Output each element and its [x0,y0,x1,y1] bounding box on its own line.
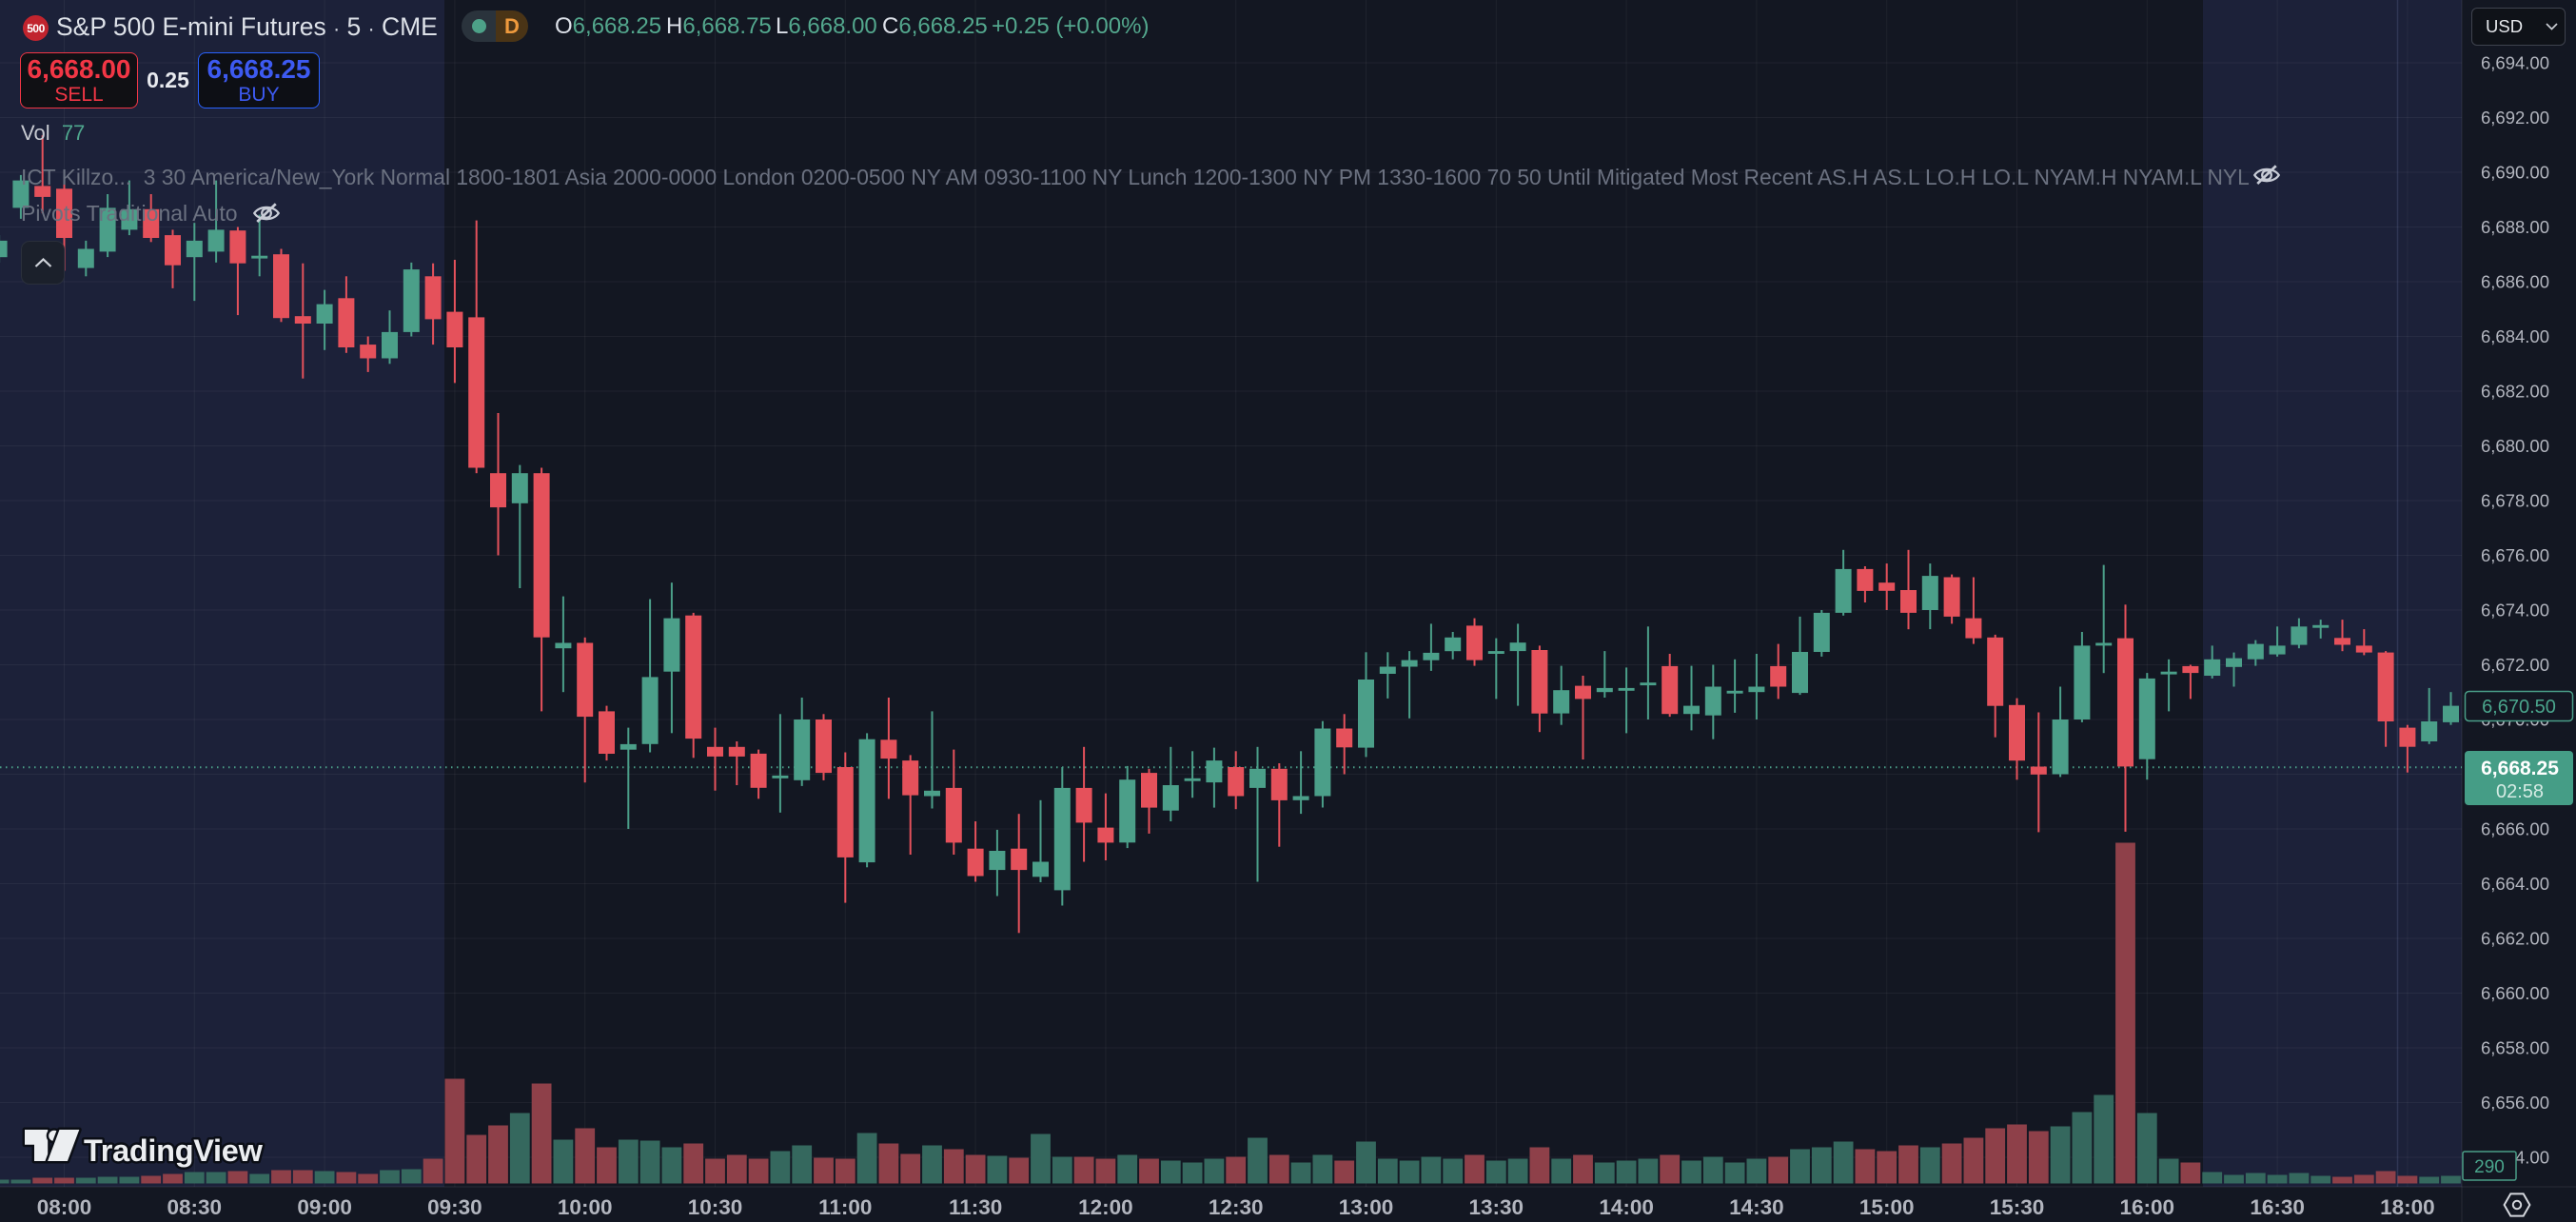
svg-text:09:00: 09:00 [297,1195,352,1219]
svg-text:10:30: 10:30 [688,1195,743,1219]
svg-text:6,660.00: 6,660.00 [2481,983,2549,1003]
svg-text:6,676.00: 6,676.00 [2481,545,2549,565]
svg-text:6,680.00: 6,680.00 [2481,436,2549,456]
svg-text:10:00: 10:00 [558,1195,613,1219]
svg-text:6,674.00: 6,674.00 [2481,601,2549,621]
svg-text:TradingView: TradingView [84,1133,264,1168]
svg-text:11:30: 11:30 [949,1195,1002,1219]
svg-text:290: 290 [2474,1157,2505,1177]
svg-text:08:30: 08:30 [167,1195,223,1219]
svg-text:6,682.00: 6,682.00 [2481,382,2549,402]
svg-text:02:58: 02:58 [2496,781,2544,802]
svg-text:6,686.00: 6,686.00 [2481,272,2549,292]
svg-text:13:00: 13:00 [1339,1195,1394,1219]
svg-text:6,670.50: 6,670.50 [2482,697,2556,718]
svg-text:16:00: 16:00 [2120,1195,2175,1219]
svg-text:6,666.00: 6,666.00 [2481,819,2549,839]
svg-text:11:00: 11:00 [818,1195,872,1219]
svg-text:6,694.00: 6,694.00 [2481,53,2549,73]
svg-text:16:30: 16:30 [2250,1195,2305,1219]
svg-text:6,678.00: 6,678.00 [2481,491,2549,511]
svg-text:18:00: 18:00 [2380,1195,2435,1219]
svg-text:6,658.00: 6,658.00 [2481,1038,2549,1058]
svg-text:6,684.00: 6,684.00 [2481,326,2549,346]
svg-text:13:30: 13:30 [1469,1195,1524,1219]
svg-text:08:00: 08:00 [37,1195,92,1219]
svg-text:6,668.25: 6,668.25 [2481,758,2559,779]
svg-text:12:30: 12:30 [1209,1195,1264,1219]
svg-text:15:00: 15:00 [1859,1195,1915,1219]
svg-text:09:30: 09:30 [427,1195,482,1219]
svg-text:6,692.00: 6,692.00 [2481,108,2549,128]
svg-text:6,656.00: 6,656.00 [2481,1093,2549,1113]
svg-text:6,672.00: 6,672.00 [2481,655,2549,675]
svg-text:6,662.00: 6,662.00 [2481,929,2549,949]
svg-text:6,664.00: 6,664.00 [2481,874,2549,894]
svg-text:14:30: 14:30 [1729,1195,1784,1219]
svg-text:12:00: 12:00 [1078,1195,1133,1219]
svg-text:14:00: 14:00 [1599,1195,1654,1219]
svg-text:6,690.00: 6,690.00 [2481,163,2549,183]
svg-text:15:30: 15:30 [1990,1195,2045,1219]
svg-text:6,688.00: 6,688.00 [2481,217,2549,237]
